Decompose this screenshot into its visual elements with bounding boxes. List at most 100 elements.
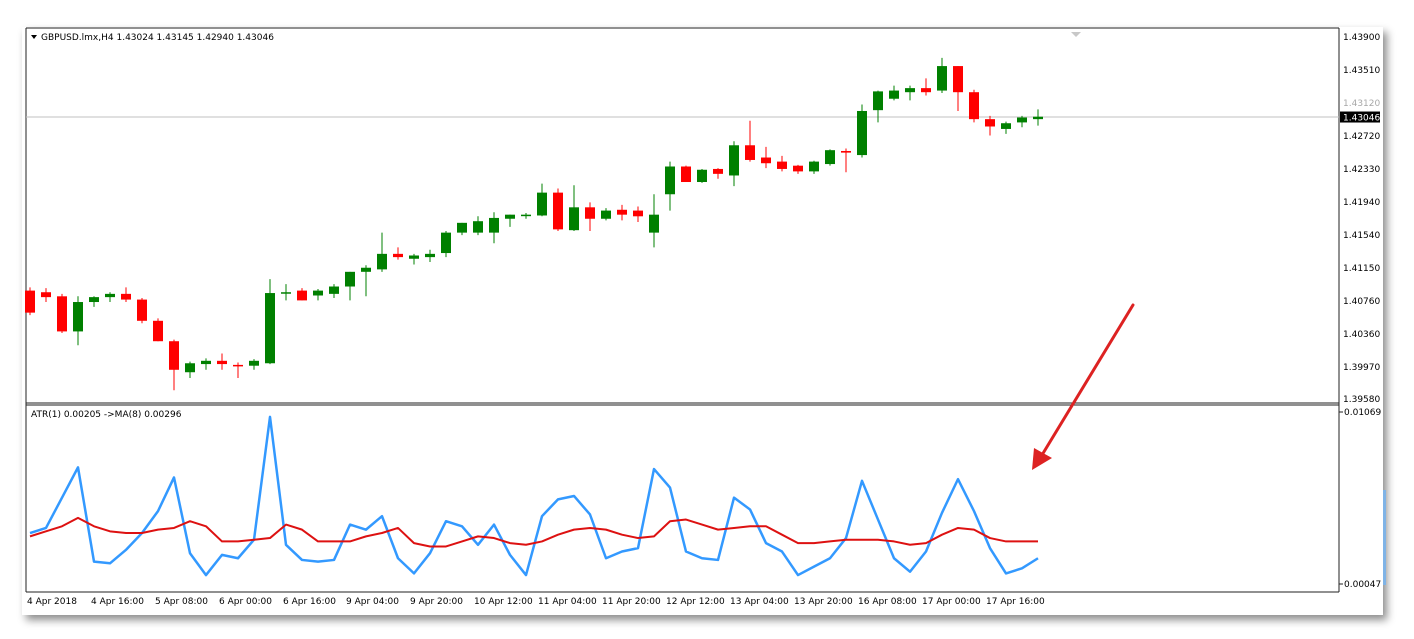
- time-axis-label: 11 Apr 04:00: [538, 597, 597, 607]
- bull-candle: [905, 88, 915, 93]
- bear-candle: [585, 207, 595, 219]
- chart-shift-marker[interactable]: [1071, 32, 1081, 37]
- bull-candle: [537, 192, 547, 216]
- bull-candle: [825, 150, 835, 165]
- time-axis-label: 4 Apr 16:00: [91, 597, 144, 607]
- price-axis-label: 1.41540: [1343, 231, 1380, 241]
- time-axis-label: 10 Apr 12:00: [474, 597, 533, 607]
- bull-candle: [281, 292, 291, 294]
- time-axis-label: 17 Apr 16:00: [986, 597, 1045, 607]
- current-price-label: 1.43046: [1343, 114, 1380, 124]
- price-axis-label: 1.41150: [1343, 264, 1380, 274]
- price-axis: 1.43900 1.43510 1.43120 1.42720 1.42330 …: [1343, 33, 1380, 405]
- bull-candle: [377, 253, 387, 270]
- bull-candle: [697, 169, 707, 183]
- bear-candle: [969, 92, 979, 120]
- bull-candle: [473, 221, 483, 233]
- bull-candle: [105, 293, 115, 298]
- bull-candle: [249, 360, 259, 366]
- price-axis-label: 1.40360: [1343, 330, 1380, 340]
- time-axis-label: 9 Apr 20:00: [410, 597, 463, 607]
- bull-candle: [729, 145, 739, 176]
- bull-candle: [201, 360, 211, 365]
- bear-candle: [25, 290, 35, 313]
- bull-candle: [73, 302, 83, 332]
- bear-candle: [217, 360, 227, 365]
- bull-candle: [441, 232, 451, 254]
- time-axis-label: 17 Apr 00:00: [922, 597, 981, 607]
- bull-candle: [345, 271, 355, 287]
- bear-candle: [41, 292, 51, 298]
- time-axis-label: 5 Apr 08:00: [155, 597, 208, 607]
- bull-candle: [185, 363, 195, 373]
- bear-candle: [793, 165, 803, 172]
- bull-candle: [89, 297, 99, 303]
- bear-candle: [393, 253, 403, 258]
- bear-candle: [121, 293, 131, 300]
- bear-candle: [841, 150, 851, 153]
- bull-candle: [521, 214, 531, 217]
- bear-candle: [617, 209, 627, 215]
- arrow-shaft: [1040, 303, 1135, 457]
- arrow-head: [1032, 448, 1052, 470]
- time-axis-label: 9 Apr 04:00: [346, 597, 399, 607]
- bear-candle: [761, 157, 771, 164]
- edge-artifact: [1383, 490, 1386, 585]
- time-axis-label: 6 Apr 00:00: [219, 597, 272, 607]
- bull-candle: [1001, 123, 1011, 129]
- bull-candle: [489, 217, 499, 233]
- ma-line: [29, 516, 1038, 548]
- price-axis-label: 1.43510: [1343, 66, 1380, 76]
- bear-candle: [233, 364, 243, 367]
- price-axis-label: 1.39970: [1343, 363, 1380, 373]
- bull-candle: [409, 255, 419, 259]
- time-axis: 4 Apr 2018 4 Apr 16:00 5 Apr 08:00 6 Apr…: [27, 597, 1045, 607]
- time-axis-label: 13 Apr 04:00: [730, 597, 789, 607]
- bull-candle: [649, 214, 659, 233]
- bull-candle: [889, 90, 899, 99]
- time-axis-label: 13 Apr 20:00: [794, 597, 853, 607]
- candlestick-series: [25, 57, 1043, 391]
- time-axis-label: 12 Apr 12:00: [666, 597, 725, 607]
- bull-candle: [457, 222, 467, 233]
- bull-candle: [601, 210, 611, 219]
- indicator-header: ATR(1) 0.00205 ->MA(8) 0.00296: [31, 410, 182, 420]
- bull-candle: [265, 293, 275, 364]
- bear-candle: [633, 210, 643, 217]
- bull-candle: [329, 286, 339, 294]
- bear-candle: [985, 119, 995, 127]
- chart-window: [22, 27, 1383, 615]
- atr-line: [29, 415, 1039, 577]
- bear-candle: [57, 296, 67, 332]
- bear-candle: [921, 88, 931, 93]
- price-axis-label: 1.40760: [1343, 297, 1380, 307]
- price-axis-label: 1.43900: [1343, 33, 1380, 43]
- bear-candle: [153, 320, 163, 342]
- bull-candle: [569, 207, 579, 231]
- bull-candle: [361, 267, 371, 272]
- bear-candle: [297, 290, 307, 301]
- price-axis-label-hidden: 1.43120: [1343, 99, 1380, 109]
- indicator-axis-label-max: 0.01069: [1344, 408, 1381, 418]
- time-axis-label: 4 Apr 2018: [27, 597, 77, 607]
- bull-candle: [1017, 117, 1027, 123]
- bull-candle: [313, 290, 323, 296]
- symbol-header: GBPUSD.lmx,H4 1.43024 1.43145 1.42940 1.…: [41, 33, 274, 43]
- bear-candle: [553, 192, 563, 230]
- price-axis-label: 1.42330: [1343, 165, 1380, 175]
- price-axis-label: 1.39580: [1343, 395, 1380, 405]
- atr-indicator: [29, 415, 1039, 577]
- bull-candle: [809, 161, 819, 172]
- price-axis-label: 1.41940: [1343, 198, 1380, 208]
- bear-candle: [169, 341, 179, 370]
- symbol-dropdown-icon[interactable]: [31, 35, 37, 39]
- bear-candle: [953, 66, 963, 93]
- time-axis-label: 16 Apr 08:00: [858, 597, 917, 607]
- bull-candle: [425, 253, 435, 258]
- time-axis-label: 11 Apr 20:00: [602, 597, 661, 607]
- current-price-tag: [1340, 111, 1380, 123]
- time-axis-label: 6 Apr 16:00: [283, 597, 336, 607]
- price-axis-label: 1.42720: [1343, 132, 1380, 142]
- indicator-axis-label-min: 0.00047: [1344, 580, 1381, 590]
